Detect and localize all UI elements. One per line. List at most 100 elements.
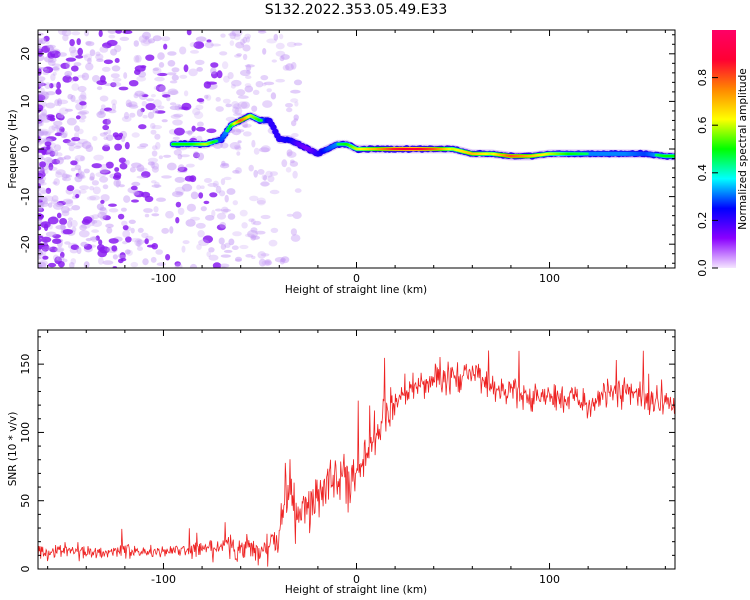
- noise-blob: [143, 208, 153, 213]
- noise-blob: [181, 245, 186, 253]
- noise-blob: [163, 43, 168, 50]
- noise-blob: [55, 169, 66, 175]
- noise-blob: [74, 154, 85, 162]
- noise-blob: [206, 128, 217, 134]
- noise-blob: [55, 171, 62, 178]
- noise-blob: [245, 64, 252, 72]
- noise-blob: [59, 218, 68, 225]
- noise-blob: [179, 46, 187, 55]
- noise-blob: [102, 215, 111, 221]
- noise-blob: [42, 71, 49, 75]
- noise-blob: [91, 163, 103, 169]
- noise-blob: [105, 161, 114, 169]
- noise-blob: [265, 170, 273, 178]
- noise-blob: [103, 107, 113, 112]
- noise-blob: [118, 157, 126, 164]
- noise-blob: [279, 33, 284, 40]
- noise-blob: [65, 174, 73, 178]
- noise-blob: [249, 195, 259, 202]
- noise-blob: [48, 224, 53, 230]
- noise-blob: [150, 161, 156, 169]
- noise-blob: [77, 47, 83, 56]
- noise-blob: [174, 186, 186, 194]
- noise-blob: [92, 136, 98, 141]
- noise-blob: [72, 76, 79, 82]
- noise-blob: [67, 220, 73, 229]
- snr-y-axis-title: SNR (10 * v/v): [7, 412, 19, 487]
- noise-blob: [221, 162, 229, 166]
- noise-blob: [232, 169, 240, 174]
- noise-blob: [41, 246, 53, 251]
- noise-blob: [208, 254, 219, 261]
- snr-x-axis-title: Height of straight line (km): [285, 584, 427, 596]
- noise-blob: [202, 235, 213, 244]
- noise-blob: [46, 44, 56, 49]
- noise-blob: [196, 244, 202, 250]
- noise-blob: [54, 247, 65, 253]
- noise-blob: [61, 205, 70, 214]
- noise-blob: [250, 218, 256, 225]
- noise-blob: [120, 257, 127, 262]
- noise-blob: [38, 114, 43, 119]
- noise-blob: [71, 226, 77, 233]
- noise-blob: [48, 162, 54, 171]
- noise-blob: [99, 176, 109, 183]
- noise-blob: [196, 135, 203, 142]
- noise-blob: [48, 125, 56, 133]
- noise-blob: [219, 263, 230, 268]
- noise-blob: [78, 230, 90, 238]
- noise-blob: [57, 98, 62, 107]
- noise-blob: [99, 46, 109, 53]
- noise-blob: [102, 260, 114, 265]
- colorbar-tick-label: 0.0: [696, 259, 709, 277]
- noise-blob: [85, 238, 92, 242]
- colorbar-tick-label: 0.8: [696, 69, 709, 87]
- noise-blob: [229, 142, 241, 150]
- noise-blob: [239, 69, 251, 77]
- noise-blob: [54, 132, 63, 137]
- noise-blob: [114, 58, 120, 63]
- noise-blob: [292, 211, 302, 219]
- noise-blob: [93, 154, 104, 161]
- colorbar-gradient: [712, 30, 736, 268]
- noise-blob: [40, 87, 45, 94]
- noise-blob: [290, 98, 299, 103]
- noise-blob: [286, 107, 293, 113]
- noise-blob: [47, 216, 59, 225]
- noise-blob: [221, 61, 229, 70]
- noise-blob: [57, 113, 64, 119]
- noise-blob: [70, 258, 77, 265]
- noise-blob: [96, 111, 106, 119]
- noise-blob: [269, 171, 278, 177]
- noise-blob: [186, 203, 196, 212]
- noise-blob: [69, 39, 75, 47]
- noise-blob: [173, 127, 185, 136]
- noise-blob: [80, 91, 87, 100]
- noise-blob: [97, 244, 105, 252]
- noise-blob: [200, 206, 207, 212]
- noise-blob: [40, 221, 51, 229]
- noise-blob: [101, 66, 111, 72]
- noise-blob: [236, 53, 243, 57]
- noise-blob: [122, 241, 128, 245]
- y-tick-label: 100: [19, 422, 32, 443]
- noise-blob: [102, 144, 111, 152]
- noise-blob: [257, 169, 265, 175]
- noise-blob: [38, 187, 47, 195]
- noise-blob: [279, 55, 285, 62]
- noise-blob: [46, 158, 55, 163]
- noise-blob: [231, 30, 243, 37]
- noise-blob: [80, 241, 88, 247]
- noise-blob: [77, 74, 86, 78]
- noise-blob: [214, 208, 223, 212]
- noise-blob: [107, 30, 117, 34]
- noise-blob: [40, 37, 47, 45]
- noise-blob: [136, 76, 147, 82]
- noise-blob: [50, 73, 56, 81]
- noise-blob: [70, 167, 76, 172]
- noise-blob: [102, 124, 110, 131]
- noise-blob: [95, 51, 101, 57]
- colorbar-tick-label: 0.6: [696, 116, 709, 134]
